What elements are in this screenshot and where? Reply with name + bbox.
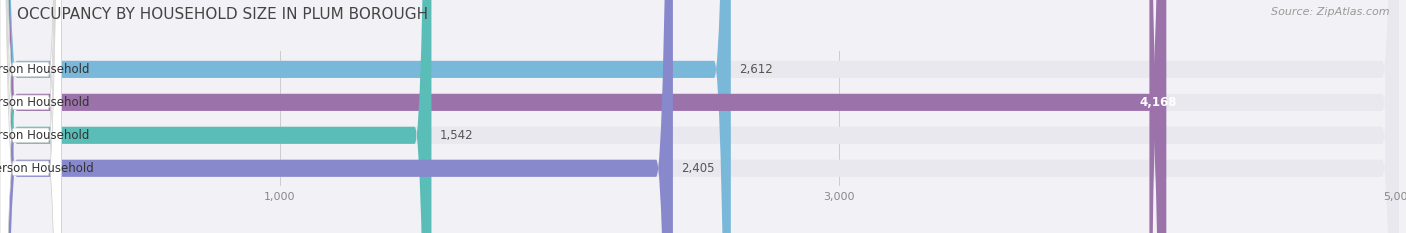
FancyBboxPatch shape bbox=[0, 0, 62, 233]
FancyBboxPatch shape bbox=[0, 0, 62, 233]
FancyBboxPatch shape bbox=[0, 0, 432, 233]
Text: 3-Person Household: 3-Person Household bbox=[0, 129, 90, 142]
Text: 1,542: 1,542 bbox=[440, 129, 474, 142]
Text: 2,612: 2,612 bbox=[740, 63, 773, 76]
Text: OCCUPANCY BY HOUSEHOLD SIZE IN PLUM BOROUGH: OCCUPANCY BY HOUSEHOLD SIZE IN PLUM BORO… bbox=[17, 7, 427, 22]
FancyBboxPatch shape bbox=[0, 0, 731, 233]
Text: 4+ Person Household: 4+ Person Household bbox=[0, 162, 94, 175]
FancyBboxPatch shape bbox=[1149, 0, 1166, 233]
FancyBboxPatch shape bbox=[0, 0, 673, 233]
FancyBboxPatch shape bbox=[0, 0, 62, 233]
FancyBboxPatch shape bbox=[0, 0, 1166, 233]
Text: 4,168: 4,168 bbox=[1139, 96, 1177, 109]
Text: 1-Person Household: 1-Person Household bbox=[0, 63, 90, 76]
Text: Source: ZipAtlas.com: Source: ZipAtlas.com bbox=[1271, 7, 1389, 17]
FancyBboxPatch shape bbox=[0, 0, 62, 233]
Text: 2,405: 2,405 bbox=[682, 162, 714, 175]
Text: 2-Person Household: 2-Person Household bbox=[0, 96, 90, 109]
